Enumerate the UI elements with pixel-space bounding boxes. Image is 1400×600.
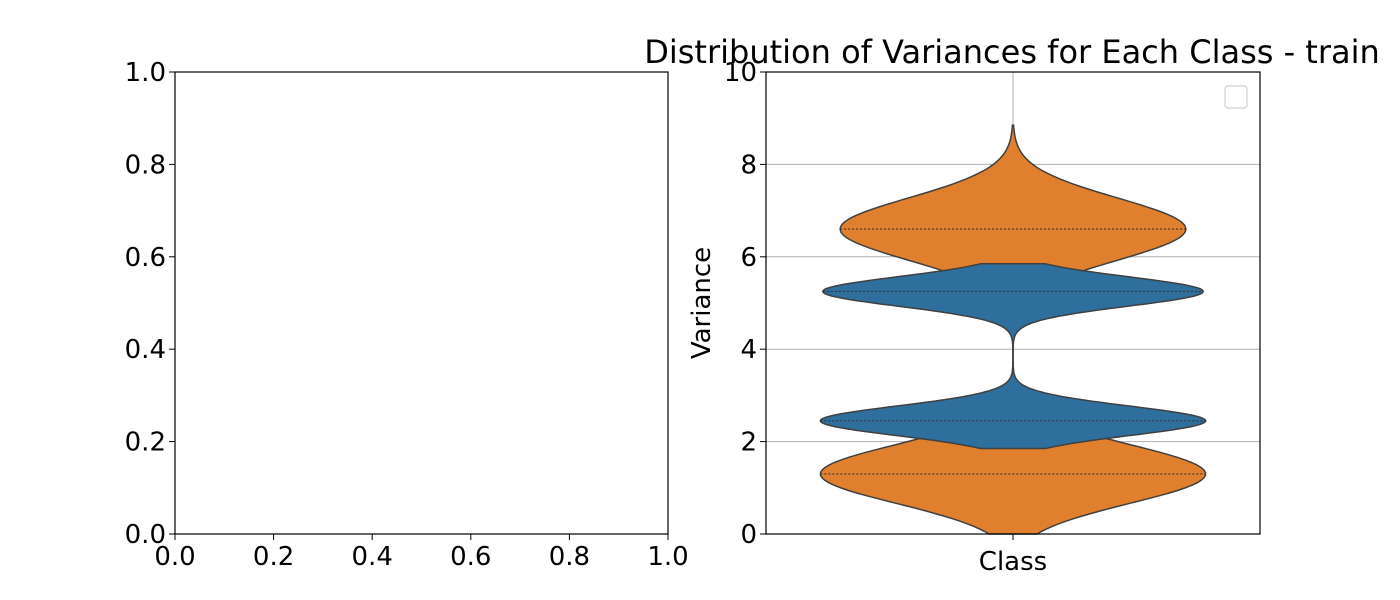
- x-tick-label: 1.0: [647, 542, 688, 572]
- x-tick-label: 0.6: [450, 542, 491, 572]
- y-tick-label: 0.8: [125, 150, 166, 180]
- legend-box: [1224, 85, 1248, 109]
- violin-y-tick-label: 2: [740, 428, 757, 458]
- chart-title: Distribution of Variances for Each Class…: [644, 33, 1380, 71]
- x-tick-label: 0.8: [549, 542, 590, 572]
- x-axis-label: Class: [979, 547, 1047, 577]
- y-tick-label: 0.6: [125, 243, 166, 273]
- violin-y-tick-label: 6: [740, 243, 757, 273]
- violin-y-tick-label: 8: [740, 150, 757, 180]
- violin-axes: 0 2 4 6 8 10 Distribution of Variances for Ea…: [644, 33, 1380, 577]
- left-ticks: 0.0 0.2 0.4 0.6 0.8 1.0 0.0 0.2 0.4 0.6 0.8 1.0: [125, 58, 689, 572]
- left-axes: 0.0 0.2 0.4 0.6 0.8 1.0 0.0 0.2 0.4 0.6 0.8 1.0: [125, 58, 689, 572]
- violin-ticks: 0 2 4 6 8 10: [724, 58, 1014, 550]
- y-axis-label: Variance: [687, 247, 717, 359]
- left-axes-frame: [174, 71, 669, 535]
- y-tick-label: 0.0: [125, 520, 166, 550]
- violin-y-tick-label: 4: [740, 335, 757, 365]
- x-tick-label: 0.2: [253, 542, 294, 572]
- x-tick-label: 0.0: [154, 542, 195, 572]
- violin-axes-frame: [765, 71, 1261, 535]
- violin-y-tick-label: 10: [724, 58, 757, 88]
- y-tick-label: 1.0: [125, 58, 166, 88]
- violin-y-tick-label: 0: [740, 520, 757, 550]
- y-tick-label: 0.2: [125, 428, 166, 458]
- violin-body-blue: [819, 262, 1207, 450]
- violin-bodies: [819, 124, 1207, 535]
- y-tick-label: 0.4: [125, 335, 166, 365]
- x-tick-label: 0.4: [352, 542, 393, 572]
